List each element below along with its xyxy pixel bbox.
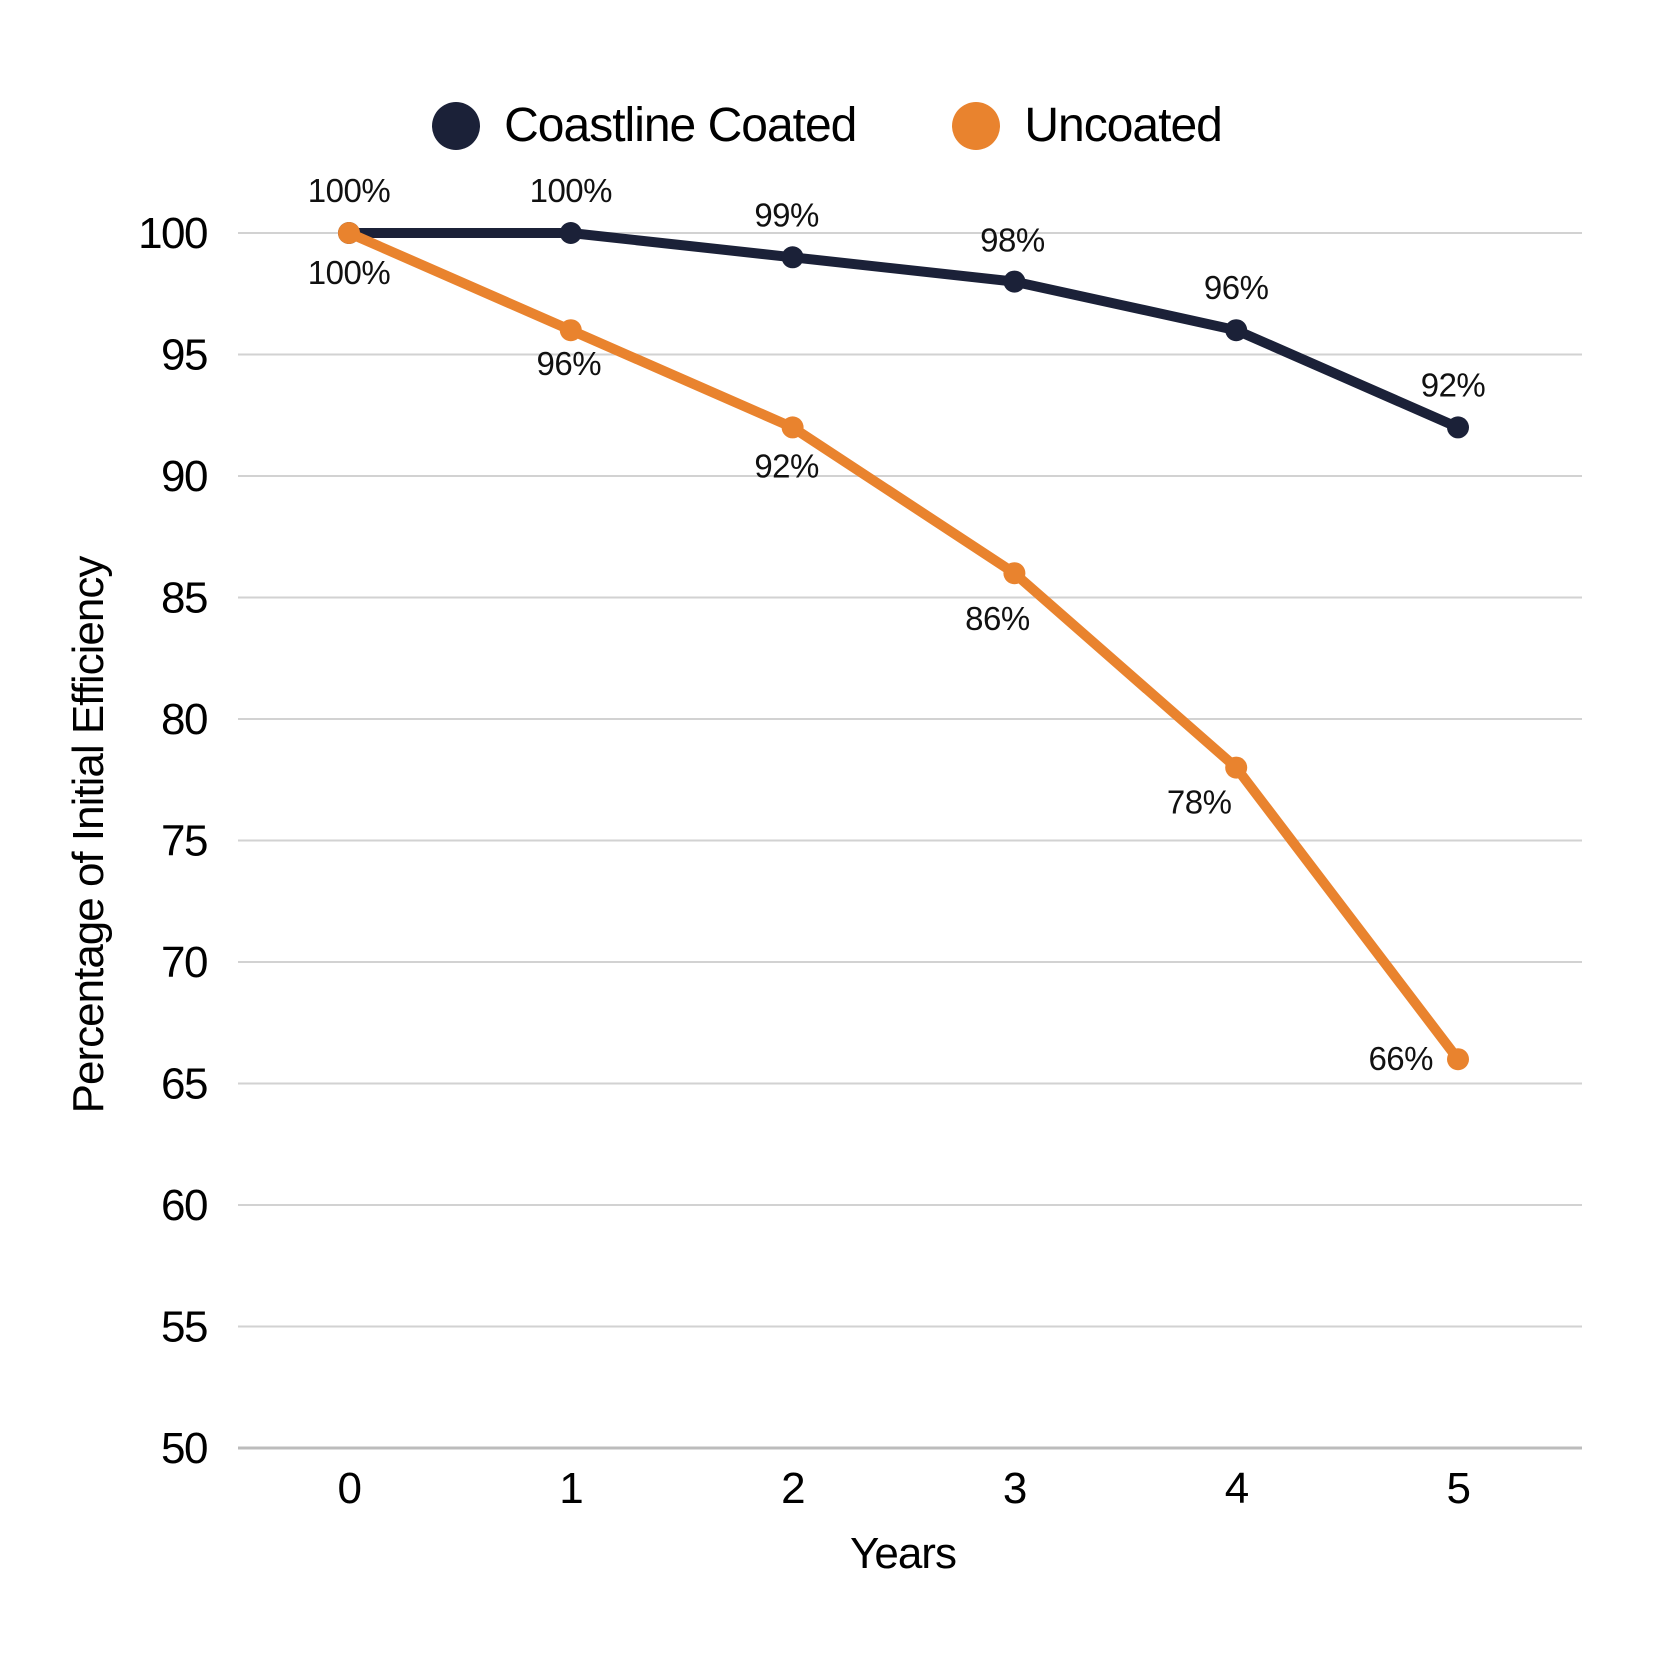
data-point <box>1225 319 1248 342</box>
data-point <box>1447 1048 1469 1071</box>
x-tick-label: 0 <box>338 1464 361 1513</box>
data-point <box>1225 756 1248 779</box>
legend-marker-coastline-coated-icon <box>432 102 481 150</box>
x-tick-label: 2 <box>781 1464 804 1513</box>
data-point-label: 98% <box>980 222 1045 259</box>
data-point-label: 92% <box>754 447 819 484</box>
x-tick-label: 3 <box>1003 1464 1026 1513</box>
y-tick-label: 90 <box>161 452 207 501</box>
x-axis-title: Years <box>850 1529 956 1578</box>
x-axis-tick-labels: 0 1 2 3 4 5 <box>338 1464 1472 1513</box>
y-tick-label: 75 <box>161 817 207 866</box>
series-line-coastline-coated <box>344 228 1463 433</box>
data-point-label: 86% <box>965 600 1030 637</box>
y-tick-label: 80 <box>161 695 207 744</box>
x-tick-label: 5 <box>1447 1464 1470 1513</box>
data-point-label: 66% <box>1368 1040 1433 1077</box>
data-point-label: 78% <box>1167 784 1232 821</box>
y-tick-label: 100 <box>138 209 207 258</box>
data-point <box>781 416 804 439</box>
data-point-label: 100% <box>308 172 391 209</box>
data-point <box>1003 270 1026 293</box>
data-point-label: 92% <box>1421 366 1486 403</box>
legend-marker-uncoated-icon <box>952 102 1001 150</box>
data-point <box>1003 562 1026 585</box>
y-axis-title: Percentage of Initial Efficiency <box>64 556 113 1114</box>
data-point <box>1447 416 1469 439</box>
data-point <box>559 222 582 244</box>
x-tick-label: 4 <box>1225 1464 1249 1513</box>
legend-label-uncoated: Uncoated <box>1024 99 1222 152</box>
y-tick-label: 60 <box>161 1181 207 1230</box>
gridlines-group <box>238 232 1582 1450</box>
data-point-label: 96% <box>537 345 602 382</box>
data-point-label: 99% <box>754 196 819 233</box>
x-tick-label: 1 <box>559 1464 582 1513</box>
y-tick-label: 70 <box>161 938 207 987</box>
data-point-label: 96% <box>1204 269 1269 306</box>
y-tick-label: 65 <box>161 1060 207 1109</box>
y-tick-label: 55 <box>161 1303 207 1352</box>
data-point <box>781 246 804 269</box>
data-point-label: 100% <box>530 172 613 209</box>
data-point <box>338 222 360 244</box>
y-tick-label: 50 <box>161 1424 207 1473</box>
legend-label-coastline-coated: Coastline Coated <box>504 99 857 152</box>
chart-legend: Coastline Coated Uncoated <box>0 102 1654 150</box>
data-point-labels-group: 100% 100% 99% 98% 96% 92% 100% 96% 92% 86% 78% 66% <box>308 172 1486 1077</box>
legend-item-uncoated: Uncoated <box>952 99 1223 152</box>
series-line-uncoated <box>344 228 1463 1065</box>
data-point-label: 100% <box>308 254 391 291</box>
y-axis-tick-labels: 50 55 60 65 70 75 80 85 90 95 100 <box>138 209 208 1473</box>
y-tick-label: 95 <box>161 331 207 380</box>
series-lines-group <box>338 222 1469 1071</box>
legend-item-coastline-coated: Coastline Coated <box>432 99 857 152</box>
y-tick-label: 85 <box>161 574 207 623</box>
data-point <box>559 319 582 342</box>
